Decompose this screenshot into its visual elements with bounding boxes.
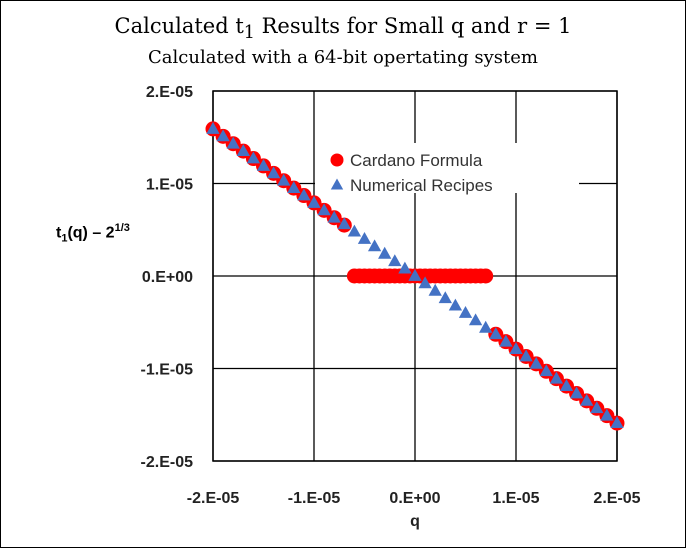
numerical-recipes-point bbox=[468, 313, 483, 326]
numerical-recipes-point bbox=[549, 371, 564, 384]
title-subscript: 1 bbox=[243, 23, 255, 44]
legend-marker-circle bbox=[330, 153, 344, 167]
numerical-recipes-point bbox=[317, 203, 331, 216]
cardano-point bbox=[478, 268, 494, 284]
x-tick-label: 2.E-05 bbox=[593, 490, 640, 507]
chart-title: Calculated t1 Results for Small q and r … bbox=[114, 14, 572, 44]
numerical-recipes-point bbox=[357, 232, 372, 244]
numerical-recipes-point bbox=[499, 334, 513, 347]
numerical-recipes-point bbox=[327, 210, 341, 223]
numerical-recipes-point bbox=[479, 320, 493, 333]
legend-label: Numerical Recipes bbox=[350, 176, 493, 195]
numerical-recipes-point bbox=[448, 298, 463, 311]
numerical-recipes-point bbox=[600, 408, 614, 421]
numerical-recipes-point bbox=[408, 269, 422, 281]
y-tick-label: -2.E-05 bbox=[141, 454, 194, 471]
numerical-recipes-point bbox=[529, 356, 543, 369]
x-tick-label: 1.E-05 bbox=[492, 490, 539, 507]
numerical-recipes-point bbox=[539, 364, 553, 377]
y-tick-label: 1.E-05 bbox=[146, 177, 193, 194]
y-tick-label: 0.E+00 bbox=[142, 269, 193, 286]
legend-box bbox=[315, 143, 579, 193]
numerical-recipes-point bbox=[236, 144, 250, 157]
numerical-recipes-point bbox=[610, 416, 624, 428]
legend: Cardano Formula Numerical Recipes bbox=[315, 143, 579, 195]
legend-marker-triangle bbox=[330, 178, 344, 190]
numerical-recipes-point bbox=[297, 188, 311, 201]
numerical-recipes-point bbox=[337, 217, 351, 230]
numerical-recipes-point bbox=[428, 283, 442, 296]
numerical-recipes-point bbox=[266, 166, 281, 179]
plot-area bbox=[212, 90, 618, 462]
numerical-recipes-point bbox=[378, 246, 392, 259]
y-tick-label: -1.E-05 bbox=[141, 362, 194, 379]
numerical-recipes-point bbox=[277, 173, 291, 186]
x-tick-label: 0.E+00 bbox=[389, 490, 440, 507]
tick-labels: -2.E-05 -1.E-05 0.E+00 1.E-05 2.E-05 2.E-05 1.… bbox=[141, 84, 641, 507]
x-axis-label: q bbox=[410, 513, 420, 530]
numerical-recipes-point bbox=[388, 254, 402, 267]
numerical-recipes-point bbox=[246, 151, 261, 164]
y-tick-label: 2.E-05 bbox=[146, 84, 193, 101]
numerical-recipes-point bbox=[458, 306, 473, 318]
numerical-recipes-point bbox=[256, 158, 271, 171]
y-label-superscript: 1/3 bbox=[114, 222, 130, 234]
numerical-recipes-point bbox=[509, 342, 523, 354]
numerical-recipes-point bbox=[216, 129, 230, 142]
y-axis-label: t1(q) – 21/3 bbox=[56, 222, 130, 245]
x-tick-label: -1.E-05 bbox=[288, 490, 341, 507]
numerical-recipes-point bbox=[519, 349, 533, 362]
legend-label: Cardano Formula bbox=[350, 151, 483, 170]
numerical-recipes-point bbox=[206, 121, 220, 134]
y-label-subscript: 1 bbox=[61, 232, 68, 245]
numerical-recipes-point bbox=[287, 181, 301, 194]
numerical-recipes-point bbox=[418, 276, 432, 289]
numerical-recipes-point bbox=[347, 224, 362, 237]
numerical-recipes-point bbox=[226, 136, 240, 149]
numerical-recipes-point bbox=[398, 261, 412, 274]
numerical-recipes-point bbox=[367, 239, 382, 252]
numerical-recipes-point bbox=[590, 401, 604, 414]
numerical-recipes-point bbox=[489, 327, 503, 340]
chart-subtitle: Calculated with a 64-bit opertating syst… bbox=[148, 47, 538, 68]
numerical-recipes-point bbox=[438, 291, 452, 304]
numerical-recipes-point bbox=[580, 393, 594, 406]
numerical-recipes-point bbox=[569, 386, 584, 399]
numerical-recipes-point bbox=[559, 379, 574, 391]
x-tick-label: -2.E-05 bbox=[187, 490, 240, 507]
plot-markers bbox=[205, 121, 625, 431]
numerical-recipes-point bbox=[307, 195, 321, 208]
